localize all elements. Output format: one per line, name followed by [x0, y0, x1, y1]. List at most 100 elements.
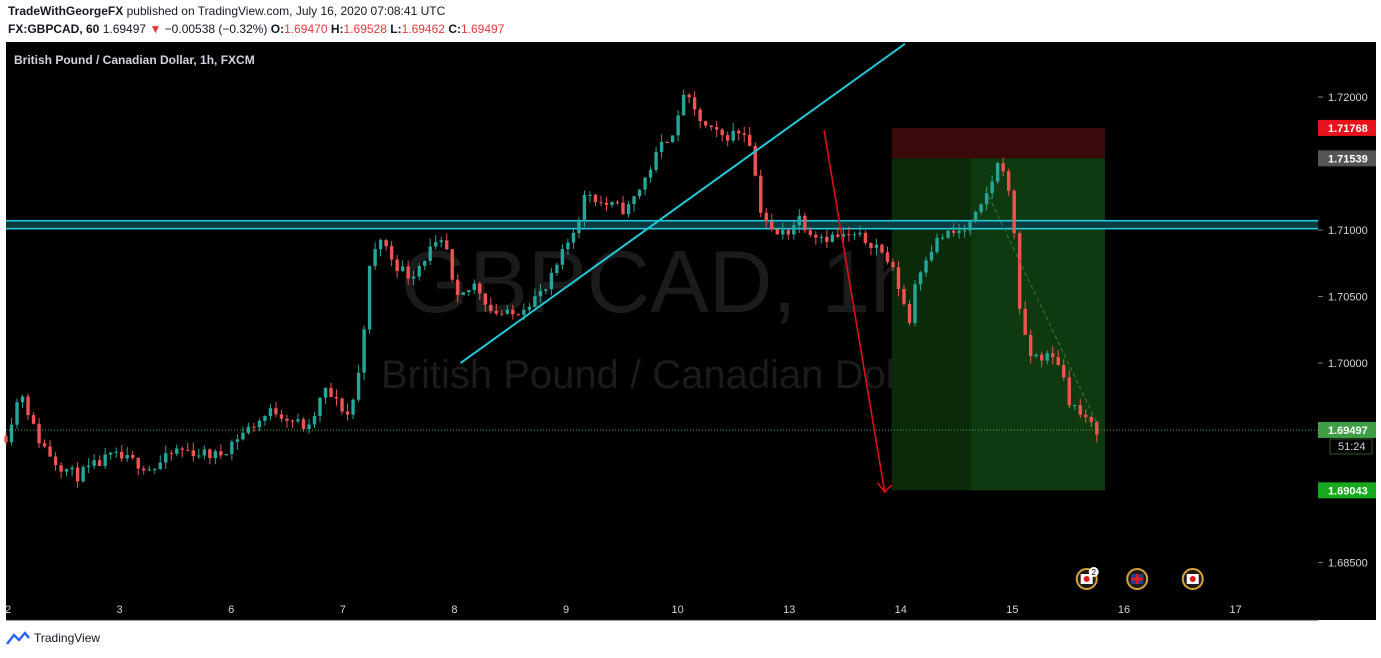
- candle: [235, 439, 240, 442]
- flag-badge: [1088, 567, 1099, 577]
- candle: [411, 276, 416, 279]
- candle: [246, 426, 251, 433]
- candle: [973, 211, 978, 222]
- candle: [615, 201, 620, 203]
- price-chart[interactable]: GBPCAD, 1h British Pound / Canadian Doll…: [0, 42, 1381, 622]
- candle: [467, 289, 471, 293]
- candle: [169, 453, 173, 455]
- candle: [604, 202, 609, 206]
- candle: [15, 402, 19, 425]
- candle: [147, 469, 151, 471]
- candle: [494, 310, 499, 314]
- candle: [384, 239, 388, 247]
- candle: [164, 453, 168, 463]
- published-text: published on TradingView.com, July 16, 2…: [126, 4, 446, 18]
- candle: [511, 309, 515, 315]
- candle: [329, 387, 333, 398]
- projection-line[interactable]: [985, 189, 1098, 424]
- low-value: 1.69462: [401, 22, 445, 36]
- candle: [527, 306, 532, 310]
- candle: [869, 242, 873, 248]
- close-label: C:: [448, 22, 461, 36]
- candle: [880, 244, 884, 253]
- candle: [913, 284, 917, 323]
- candle: [86, 465, 91, 468]
- candle: [929, 251, 934, 261]
- candle: [362, 329, 366, 373]
- close-value: 1.69497: [460, 22, 505, 36]
- change-arrow-icon: ▼: [149, 22, 162, 36]
- candle: [230, 441, 234, 454]
- candle: [219, 451, 223, 456]
- price-axis[interactable]: [1318, 42, 1376, 620]
- price-label-target-text: 1.69043: [1328, 485, 1368, 497]
- candle: [593, 194, 598, 203]
- candle: [670, 135, 675, 143]
- candle: [114, 451, 118, 453]
- author-name[interactable]: TradeWithGeorgeFX: [8, 4, 124, 18]
- candle: [836, 234, 840, 237]
- candle: [626, 204, 631, 215]
- last-price: 1.69497: [102, 22, 147, 36]
- candle: [285, 418, 289, 421]
- trendline[interactable]: [459, 43, 906, 364]
- candle: [946, 230, 950, 238]
- candle: [42, 443, 47, 447]
- watermark: GBPCAD, 1h British Pound / Canadian Doll…: [381, 232, 939, 397]
- tradingview-logo[interactable]: TradingView: [6, 630, 100, 646]
- candle: [676, 115, 680, 136]
- candle: [714, 127, 719, 130]
- candle: [902, 288, 906, 304]
- candle: [885, 252, 890, 262]
- candle: [478, 283, 482, 294]
- candle: [208, 449, 212, 459]
- candle: [1023, 308, 1027, 335]
- candle: [516, 314, 521, 316]
- candle: [709, 125, 713, 128]
- candle: [874, 244, 879, 248]
- candle: [764, 212, 768, 222]
- candle: [274, 408, 278, 415]
- down-arrow-line[interactable]: [823, 130, 886, 493]
- candle: [1001, 163, 1005, 172]
- resistance-band[interactable]: [6, 220, 1318, 229]
- candle: [847, 234, 851, 236]
- candle: [1034, 354, 1038, 357]
- candle: [75, 467, 80, 482]
- candle: [131, 455, 135, 458]
- candle: [819, 236, 824, 238]
- candle: [367, 265, 372, 330]
- candle: [742, 133, 746, 135]
- candle: [202, 449, 207, 456]
- candle: [1084, 414, 1088, 418]
- candle: [891, 261, 895, 268]
- candle: [53, 456, 58, 466]
- candle: [808, 230, 813, 235]
- candle: [307, 424, 311, 430]
- price-label-current: [1318, 421, 1376, 438]
- candle: [389, 246, 394, 260]
- candle: [786, 230, 790, 235]
- candle: [191, 450, 196, 457]
- candle: [566, 242, 570, 250]
- candle: [213, 451, 218, 459]
- open-value: 1.69470: [284, 22, 328, 36]
- candle: [1095, 422, 1099, 435]
- x-tick-label: 8: [451, 604, 457, 616]
- tradingview-logo-icon: [6, 631, 30, 645]
- candle: [681, 94, 686, 116]
- candle: [153, 469, 157, 471]
- candle: [571, 232, 576, 243]
- candle: [720, 129, 724, 136]
- candle: [918, 272, 923, 285]
- candle: [896, 267, 901, 289]
- candle: [995, 163, 1000, 182]
- loss-zone[interactable]: [891, 127, 1105, 159]
- candle: [770, 221, 774, 230]
- candle: [263, 416, 267, 421]
- candle: [852, 234, 857, 236]
- candle: [290, 420, 295, 422]
- countdown-box: [1329, 438, 1373, 455]
- candle: [108, 452, 113, 455]
- candle: [863, 232, 868, 243]
